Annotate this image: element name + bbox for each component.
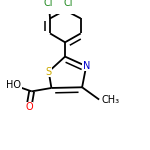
- Text: HO: HO: [6, 80, 21, 90]
- Text: N: N: [82, 61, 90, 71]
- Text: S: S: [46, 67, 52, 77]
- Text: O: O: [25, 102, 33, 112]
- Text: CH₃: CH₃: [102, 94, 120, 105]
- Text: Cl: Cl: [44, 0, 53, 8]
- Text: Cl: Cl: [63, 0, 73, 8]
